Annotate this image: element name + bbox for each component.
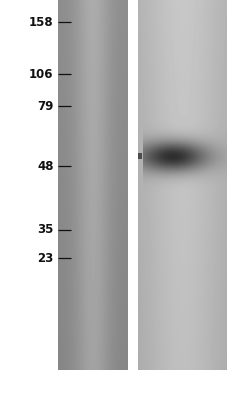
Text: 48: 48 bbox=[37, 160, 53, 172]
Text: 158: 158 bbox=[29, 16, 53, 28]
Text: 23: 23 bbox=[37, 252, 53, 264]
Text: 106: 106 bbox=[29, 68, 53, 80]
Text: 35: 35 bbox=[37, 224, 53, 236]
Text: 79: 79 bbox=[37, 100, 53, 112]
